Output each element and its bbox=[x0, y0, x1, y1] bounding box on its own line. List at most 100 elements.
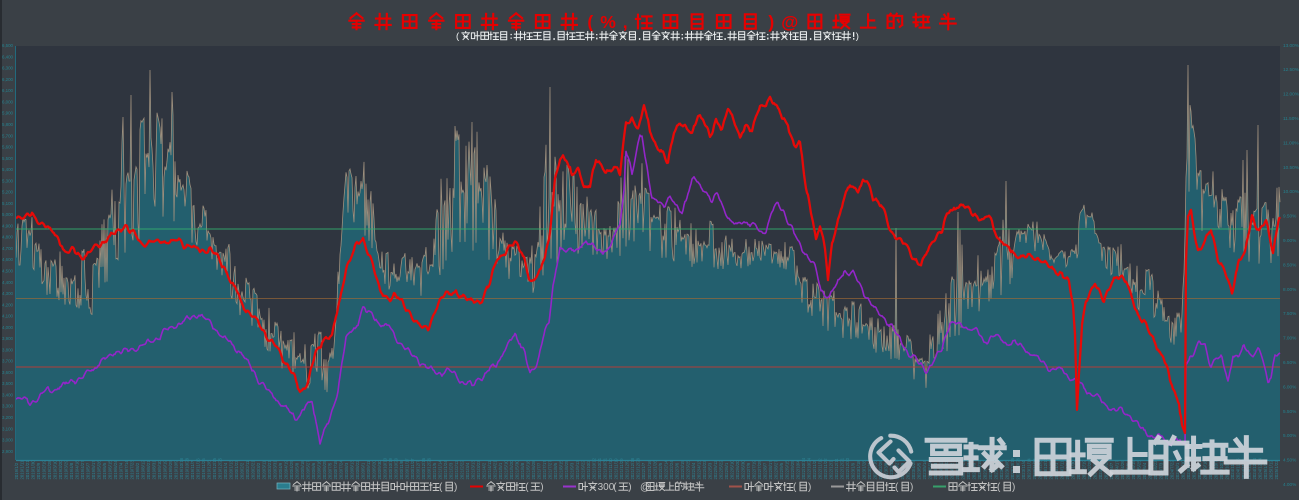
svg-text:8.50%: 8.50% bbox=[1283, 262, 1296, 267]
svg-text:2024/12/4: 2024/12/4 bbox=[1247, 460, 1252, 480]
svg-text:4,200: 4,200 bbox=[2, 302, 14, 307]
svg-text:2019/10/9: 2019/10/9 bbox=[174, 460, 179, 480]
svg-text:3,200: 3,200 bbox=[2, 415, 14, 420]
svg-text:2023/11/4: 2023/11/4 bbox=[1021, 460, 1026, 479]
svg-text:2021/2/3: 2021/2/3 bbox=[449, 462, 454, 479]
svg-text:5,300: 5,300 bbox=[2, 178, 14, 183]
svg-text:2019/1/21: 2019/1/21 bbox=[25, 460, 30, 480]
svg-text:): ) bbox=[808, 482, 811, 493]
svg-text:2022/4/13: 2022/4/13 bbox=[696, 460, 701, 480]
svg-text:2020/8/3: 2020/8/3 bbox=[344, 462, 349, 479]
svg-text:2022/7/19: 2022/7/19 bbox=[751, 460, 756, 480]
svg-text:2022/6/20: 2022/6/20 bbox=[735, 460, 740, 480]
svg-text:2023/3/8: 2023/3/8 bbox=[883, 462, 888, 479]
svg-text:2019/12/15: 2019/12/15 bbox=[212, 457, 217, 479]
svg-text:2023/5/24: 2023/5/24 bbox=[927, 460, 932, 480]
svg-text:6,500: 6,500 bbox=[2, 43, 14, 48]
svg-text:2020/12/7: 2020/12/7 bbox=[416, 460, 421, 480]
svg-text:6,300: 6,300 bbox=[2, 66, 14, 71]
svg-text:2022/3/6: 2022/3/6 bbox=[674, 462, 679, 479]
svg-text:2019/9/19: 2019/9/19 bbox=[163, 460, 168, 480]
svg-text:2022/3/25: 2022/3/25 bbox=[685, 460, 690, 480]
svg-text:): ) bbox=[1012, 482, 1015, 493]
svg-text:2020/3/11: 2020/3/11 bbox=[262, 460, 267, 479]
svg-text:2023/10/6: 2023/10/6 bbox=[1004, 460, 1009, 480]
svg-text:2021/7/17: 2021/7/17 bbox=[542, 460, 547, 480]
svg-text:2022/8/27: 2022/8/27 bbox=[773, 460, 778, 480]
svg-text:2019/7/4: 2019/7/4 bbox=[119, 462, 124, 479]
svg-text:2020/2/21: 2020/2/21 bbox=[251, 460, 256, 480]
svg-text:3,100: 3,100 bbox=[2, 426, 14, 431]
svg-text:(: ( bbox=[525, 482, 529, 493]
svg-text:2021/5/1: 2021/5/1 bbox=[498, 462, 503, 479]
svg-text:2021/12/9: 2021/12/9 bbox=[625, 460, 630, 480]
svg-text:2020/8/13: 2020/8/13 bbox=[350, 460, 355, 480]
svg-text:2020/11/17: 2020/11/17 bbox=[405, 458, 410, 480]
svg-text:2021/8/15: 2021/8/15 bbox=[559, 460, 564, 480]
svg-text:2019/10/28: 2019/10/28 bbox=[185, 457, 190, 479]
svg-text:2023/12/13: 2023/12/13 bbox=[1043, 457, 1048, 479]
svg-text:2019/12/25: 2019/12/25 bbox=[218, 457, 223, 479]
svg-text:2023/7/11: 2023/7/11 bbox=[955, 460, 960, 479]
svg-text:2023/4/25: 2023/4/25 bbox=[911, 460, 916, 480]
svg-text:3,400: 3,400 bbox=[2, 393, 14, 398]
svg-text:2021/4/2: 2021/4/2 bbox=[482, 462, 487, 479]
svg-text:4,100: 4,100 bbox=[2, 314, 14, 319]
svg-text:2019/8/2: 2019/8/2 bbox=[135, 462, 140, 479]
svg-text:2022/9/25: 2022/9/25 bbox=[790, 460, 795, 480]
svg-text:2021/9/13: 2021/9/13 bbox=[575, 460, 580, 480]
svg-text:5,500: 5,500 bbox=[2, 156, 14, 161]
svg-text:4,800: 4,800 bbox=[2, 235, 14, 240]
svg-text:): ) bbox=[910, 482, 913, 493]
svg-text:2021/10/12: 2021/10/12 bbox=[592, 457, 597, 479]
svg-text:2024/11/5: 2024/11/5 bbox=[1230, 460, 1235, 479]
svg-text:5,600: 5,600 bbox=[2, 145, 14, 150]
svg-text:6.00%: 6.00% bbox=[1283, 384, 1296, 389]
svg-text:2022/10/4: 2022/10/4 bbox=[795, 460, 800, 480]
svg-text:4,000: 4,000 bbox=[2, 325, 14, 330]
svg-text:2023/8/29: 2023/8/29 bbox=[982, 460, 987, 480]
svg-text:2019/3/10: 2019/3/10 bbox=[53, 460, 58, 480]
svg-text:3,300: 3,300 bbox=[2, 404, 14, 409]
svg-text:2022/9/5: 2022/9/5 bbox=[779, 462, 784, 479]
svg-text:4.00%: 4.00% bbox=[1283, 482, 1296, 487]
svg-text:2022/8/7: 2022/8/7 bbox=[762, 462, 767, 479]
svg-text:2024/8/1: 2024/8/1 bbox=[1175, 462, 1180, 479]
svg-text:6,100: 6,100 bbox=[2, 88, 14, 93]
svg-text:2025/1/22: 2025/1/22 bbox=[1274, 460, 1279, 480]
svg-text:2020/6/25: 2020/6/25 bbox=[322, 460, 327, 480]
svg-text:2020/12/16: 2020/12/16 bbox=[421, 457, 426, 479]
svg-text:2020/3/31: 2020/3/31 bbox=[273, 460, 278, 480]
svg-text:2019/8/12: 2019/8/12 bbox=[141, 460, 146, 480]
svg-text:2019/2/28: 2019/2/28 bbox=[47, 460, 52, 480]
svg-text:2022/9/15: 2022/9/15 bbox=[784, 460, 789, 480]
svg-text:2021/1/24: 2021/1/24 bbox=[443, 460, 448, 480]
svg-text:2022/10/24: 2022/10/24 bbox=[806, 457, 811, 479]
svg-text:2021/12/28: 2021/12/28 bbox=[636, 457, 641, 479]
svg-text:2022/2/14: 2022/2/14 bbox=[663, 460, 668, 480]
svg-text:2019/3/20: 2019/3/20 bbox=[58, 460, 63, 480]
svg-text:2019/1/30: 2019/1/30 bbox=[31, 460, 36, 480]
svg-text:2024/6/23: 2024/6/23 bbox=[1153, 460, 1158, 480]
svg-text:2022/4/4: 2022/4/4 bbox=[691, 462, 696, 479]
svg-text:2022/6/30: 2022/6/30 bbox=[740, 460, 745, 480]
svg-text:2020/5/27: 2020/5/27 bbox=[306, 460, 311, 480]
svg-text:2022/2/5: 2022/2/5 bbox=[658, 462, 663, 479]
svg-text:2023/11/24: 2023/11/24 bbox=[1032, 458, 1037, 480]
svg-text:11.00%: 11.00% bbox=[1283, 140, 1299, 145]
svg-text:6,200: 6,200 bbox=[2, 77, 14, 82]
svg-text:2022/5/12: 2022/5/12 bbox=[713, 460, 718, 480]
svg-text:2020/6/6: 2020/6/6 bbox=[311, 462, 316, 479]
svg-text:2021/3/23: 2021/3/23 bbox=[476, 460, 481, 480]
svg-text:2023/3/17: 2023/3/17 bbox=[889, 460, 894, 480]
svg-text:2021/10/21: 2021/10/21 bbox=[597, 457, 602, 479]
svg-text:2020/6/16: 2020/6/16 bbox=[317, 460, 322, 480]
svg-text:4,600: 4,600 bbox=[2, 257, 14, 262]
svg-text:2020/7/15: 2020/7/15 bbox=[333, 460, 338, 480]
svg-text:2019/9/29: 2019/9/29 bbox=[168, 460, 173, 480]
svg-text:2019/2/9: 2019/2/9 bbox=[36, 462, 41, 479]
svg-text:2021/12/18: 2021/12/18 bbox=[630, 457, 635, 479]
svg-text:2019/10/18: 2019/10/18 bbox=[179, 457, 184, 479]
svg-text:2024/7/22: 2024/7/22 bbox=[1170, 460, 1175, 480]
svg-text:2020/9/1: 2020/9/1 bbox=[361, 462, 366, 479]
